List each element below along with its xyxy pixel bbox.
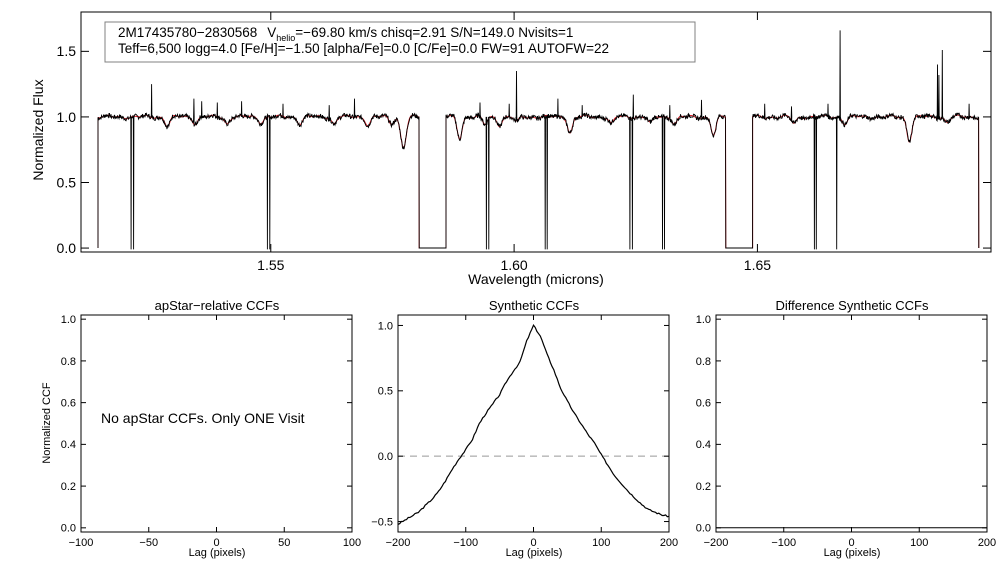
synthetic-ccf-ytick-label: 0.5: [378, 386, 393, 398]
spectrum-ticks: 1.55 1.60 1.65 0.0 0.5 1.0 1.5: [57, 12, 991, 273]
apstar-ccf-xtick-label: 50: [278, 537, 290, 549]
apstar-ccf-ytick-label: 0.4: [61, 439, 76, 451]
synthetic-ccf-panel: Synthetic CCFs −200 −100 0 100 200 −0.5 0.0 0.5…: [371, 298, 678, 559]
synthetic-ccf-ytick-label: 0.0: [378, 451, 393, 463]
synthetic-ccf-xtick-label: 0: [530, 537, 536, 549]
spectrum-xtick-label: 1.65: [744, 257, 771, 273]
synthetic-ccf-xtick-label: −100: [453, 537, 478, 549]
synthetic-ccf-ytick-label: −0.5: [371, 516, 393, 528]
synthetic-ccf-x-axis-label: Lag (pixels): [506, 547, 563, 559]
apstar-ccf-x-axis-label: Lag (pixels): [189, 547, 246, 559]
difference-ccf-ytick-label: 0.0: [696, 523, 711, 535]
synthetic-ccf-series: [397, 324, 670, 525]
spectrum-panel: 1.55 1.60 1.65 0.0 0.5 1.0 1.5 Wavelength (mic…: [30, 11, 992, 287]
difference-ccf-xtick-label: −200: [704, 537, 729, 549]
spectrum-ytick-label: 0.0: [57, 240, 77, 256]
synthetic-ccf-xtick-label: 100: [592, 537, 610, 549]
star-id: 2M17435780−2830568: [118, 25, 257, 40]
difference-ccf-x-axis-label: Lag (pixels): [824, 547, 881, 559]
synthetic-ccf-title: Synthetic CCFs: [489, 298, 580, 313]
spectrum-observed-series: [97, 30, 980, 250]
apstar-ccf-ytick-label: 0.8: [61, 356, 76, 368]
apstar-ccf-y-axis-label: Normalized CCF: [41, 382, 53, 464]
apstar-ccf-xtick-label: −100: [69, 537, 94, 549]
synthetic-ccf-ticks: −200 −100 0 100 200 −0.5 0.0 0.5 1.0: [371, 315, 678, 549]
apstar-ccf-xtick-label: 100: [343, 537, 361, 549]
difference-ccf-ytick-label: 1.0: [696, 314, 711, 326]
spectrum-xtick-label: 1.55: [257, 257, 284, 273]
synthetic-ccf-xtick-label: 200: [660, 537, 678, 549]
difference-ccf-ytick-label: 0.6: [696, 397, 711, 409]
spectrum-y-axis-label: Normalized Flux: [30, 79, 46, 180]
difference-ccf-xtick-label: 200: [978, 537, 996, 549]
difference-ccf-ytick-label: 0.8: [696, 356, 711, 368]
vhelio-label: V: [267, 25, 276, 40]
difference-ccf-axes-frame: [715, 314, 988, 533]
apstar-ccf-ticks: −100 −50 0 50 100 0.0 0.2 0.4 0.6 0.8 1.0: [61, 314, 361, 549]
apstar-ccf-ytick-label: 0.6: [61, 397, 76, 409]
synthetic-ccf-ytick-label: 1.0: [378, 320, 393, 332]
vhelio-subscript: helio: [276, 33, 295, 43]
spectrum-xtick-label: 1.60: [500, 257, 527, 273]
info-line-1-values: =−69.80 km/s chisq=2.91 S/N=149.0 Nvisit…: [295, 25, 573, 40]
spectrum-axes-frame: [80, 11, 992, 253]
synthetic-ccf-xtick-label: −200: [386, 537, 411, 549]
difference-ccf-panel: Difference Synthetic CCFs −200 −100 0 100 20…: [696, 298, 996, 559]
apstar-ccf-ytick-label: 0.2: [61, 481, 76, 493]
difference-ccf-ticks: −200 −100 0 100 200 0.0 0.2 0.4 0.6 0.8 1.0: [696, 314, 996, 549]
apstar-ccf-xtick-label: 0: [213, 537, 219, 549]
synthetic-ccf-axes-frame: [397, 314, 670, 533]
apstar-ccf-ytick-label: 1.0: [61, 314, 76, 326]
difference-ccf-xtick-label: 0: [848, 537, 854, 549]
spectrum-model-series: [97, 114, 980, 249]
spectrum-ytick-label: 0.5: [57, 174, 77, 190]
spectrum-x-axis-label: Wavelength (microns): [468, 271, 604, 287]
info-line-1: 2M17435780−2830568 Vhelio=−69.80 km/s chi…: [118, 25, 573, 43]
spectrum-ytick-label: 1.0: [57, 109, 77, 125]
apstar-ccf-ytick-label: 0.0: [61, 523, 76, 535]
apstar-ccf-xtick-label: −50: [139, 537, 158, 549]
info-box: 2M17435780−2830568 Vhelio=−69.80 km/s chi…: [104, 21, 696, 63]
difference-ccf-ytick-label: 0.4: [696, 439, 711, 451]
info-line-2: Teff=6,500 logg=4.0 [Fe/H]=−1.50 [alpha/…: [118, 41, 609, 56]
apstar-ccf-annotation: No apStar CCFs. Only ONE Visit: [101, 410, 305, 426]
info-box-frame: [104, 21, 696, 63]
apstar-ccf-panel: apStar−relative CCFs −100 −50 0 50 100 0.0 0.2…: [41, 298, 361, 559]
difference-ccf-xtick-label: −100: [771, 537, 796, 549]
difference-ccf-title: Difference Synthetic CCFs: [776, 298, 929, 313]
apstar-ccf-title: apStar−relative CCFs: [155, 298, 280, 313]
difference-ccf-ytick-label: 0.2: [696, 481, 711, 493]
difference-ccf-xtick-label: 100: [910, 537, 928, 549]
spectrum-ytick-label: 1.5: [57, 43, 77, 59]
